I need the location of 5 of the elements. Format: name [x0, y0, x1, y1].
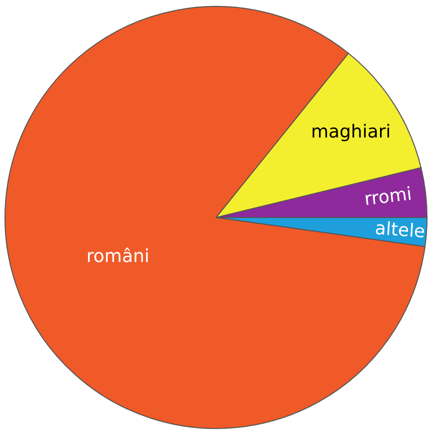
slice-label: altele: [374, 218, 426, 242]
pie-slice: [4, 6, 426, 429]
slice-label: maghiari: [310, 121, 391, 142]
slice-label: români: [86, 246, 150, 267]
slice-label: rromi: [363, 184, 413, 210]
